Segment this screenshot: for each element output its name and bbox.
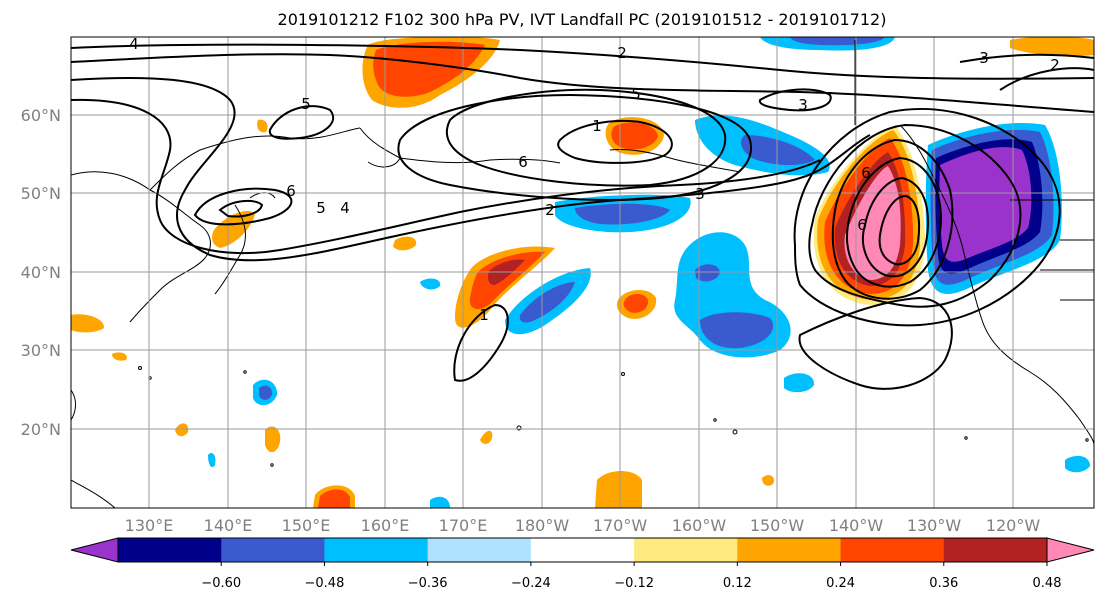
latitude-labels: 60°N 50°N 40°N 30°N 20°N <box>21 106 61 439</box>
colorbar-cell <box>324 538 429 562</box>
contour-label: 5 <box>316 199 326 217</box>
contour-label: 1 <box>479 306 489 324</box>
colorbar-cell <box>737 538 842 562</box>
negative-anomaly-region <box>259 385 273 400</box>
lon-label: 170°W <box>593 516 648 535</box>
negative-anomaly-region <box>784 373 815 393</box>
negative-anomaly-region <box>430 496 450 508</box>
map-frame <box>70 36 1095 509</box>
contour-label: 2 <box>545 201 555 219</box>
negative-anomaly-region <box>695 264 720 282</box>
colorbar-tick-label: −0.36 <box>408 576 448 591</box>
colorbar-tick-label: −0.60 <box>201 576 241 591</box>
positive-anomaly-region <box>844 166 901 280</box>
colorbar-tick-label: 0.24 <box>826 576 855 591</box>
contour-label: 6 <box>857 216 867 234</box>
positive-anomaly-region <box>318 489 350 508</box>
lon-label: 140°E <box>204 516 253 535</box>
colorbar-frame <box>117 537 1048 563</box>
colorbar-extension-right <box>1047 538 1094 562</box>
colorbar: −0.60 −0.48 −0.36 −0.24 −0.12 0.12 0.24 0.36 0.4… <box>70 537 1095 591</box>
lat-label: 50°N <box>21 184 61 203</box>
contour-label: 4 <box>340 199 350 217</box>
colorbar-cell <box>118 538 222 562</box>
contour-label: 6 <box>286 182 296 200</box>
negative-anomaly-region <box>420 278 441 290</box>
contour-label: 3 <box>695 185 705 203</box>
lon-label: 130°W <box>907 516 962 535</box>
positive-anomaly-region <box>1010 37 1094 57</box>
negative-anomaly-region <box>1065 455 1090 473</box>
positive-anomaly-region <box>175 423 189 437</box>
contour-label: 2 <box>1050 56 1060 74</box>
colorbar-cells <box>71 538 1094 562</box>
contour-label: 3 <box>979 49 989 67</box>
contour-label: 1 <box>592 117 602 135</box>
lat-label: 60°N <box>21 106 61 125</box>
contour-labels: 4 2 3 2 5 3 1 5 6 6 5 4 2 3 6 6 1 <box>129 35 1060 324</box>
contour-label: 4 <box>129 35 139 53</box>
positive-anomaly-region <box>469 251 545 310</box>
colorbar-tick-label: −0.12 <box>614 576 654 591</box>
positive-anomaly-region <box>212 210 255 248</box>
islands <box>138 366 1089 467</box>
colorbar-cell <box>530 538 635 562</box>
figure-title: 2019101212 F102 300 hPa PV, IVT Landfall… <box>278 10 887 29</box>
negative-anomaly-region <box>939 147 1032 262</box>
contour-label: 5 <box>301 95 311 113</box>
ivt-contours <box>71 43 1094 390</box>
colorbar-tick-label: −0.48 <box>305 576 345 591</box>
coastlines <box>71 40 1094 508</box>
positive-anomaly-region <box>257 119 268 133</box>
colorbar-cell <box>427 538 532 562</box>
colorbar-cell <box>221 538 325 562</box>
colorbar-tick-label: −0.24 <box>511 576 551 591</box>
positive-anomaly-region <box>265 426 281 453</box>
colorbar-cell <box>634 538 738 562</box>
graticule <box>71 37 1094 508</box>
positive-anomaly-region <box>762 475 774 486</box>
colorbar-extension-left <box>71 538 118 562</box>
positive-anomaly-region <box>71 314 105 333</box>
colorbar-cell <box>840 538 945 562</box>
negative-anomaly-region <box>208 453 216 468</box>
longitude-labels: 130°E 140°E 150°E 160°E 170°E 180°W 170°… <box>125 516 1041 535</box>
positive-anomaly-region <box>611 122 658 150</box>
negative-anomaly-region <box>790 37 885 46</box>
lon-label: 140°W <box>829 516 884 535</box>
map-panel: 4 2 3 2 5 3 1 5 6 6 5 4 2 3 6 6 1 <box>70 35 1095 509</box>
positive-anomaly-region <box>595 471 642 508</box>
lon-label: 120°W <box>986 516 1041 535</box>
contour-label: 3 <box>798 96 808 114</box>
positive-anomaly-region <box>480 430 493 444</box>
lon-label: 160°W <box>672 516 727 535</box>
positive-anomaly-region <box>623 294 649 313</box>
contour-label: 6 <box>861 164 871 182</box>
colorbar-tick-label: 0.36 <box>929 576 958 591</box>
lon-label: 180°W <box>515 516 570 535</box>
lon-label: 150°W <box>750 516 805 535</box>
lon-label: 130°E <box>125 516 174 535</box>
colorbar-tick-label: 0.12 <box>723 576 752 591</box>
negative-anomaly-region <box>519 282 575 323</box>
negative-anomaly-region <box>700 312 774 349</box>
lon-label: 170°E <box>439 516 488 535</box>
lat-label: 40°N <box>21 263 61 282</box>
colorbar-ticks: −0.60 −0.48 −0.36 −0.24 −0.12 0.12 0.24 0.36 0.4… <box>201 562 1062 591</box>
contour-label: 2 <box>617 44 627 62</box>
lon-label: 150°E <box>282 516 331 535</box>
positive-anomaly-region <box>112 352 127 361</box>
positive-anomaly-region <box>373 41 485 97</box>
lat-label: 30°N <box>21 341 61 360</box>
negative-anomaly-region <box>740 135 815 166</box>
contour-label: 6 <box>518 153 528 171</box>
colorbar-cell <box>943 538 1048 562</box>
colorbar-tick-label: 0.48 <box>1033 576 1062 591</box>
contour-label: 5 <box>631 85 641 103</box>
lon-label: 160°E <box>361 516 410 535</box>
positive-anomaly-region <box>393 236 417 251</box>
lat-label: 20°N <box>21 420 61 439</box>
negative-anomaly-region <box>575 203 670 225</box>
